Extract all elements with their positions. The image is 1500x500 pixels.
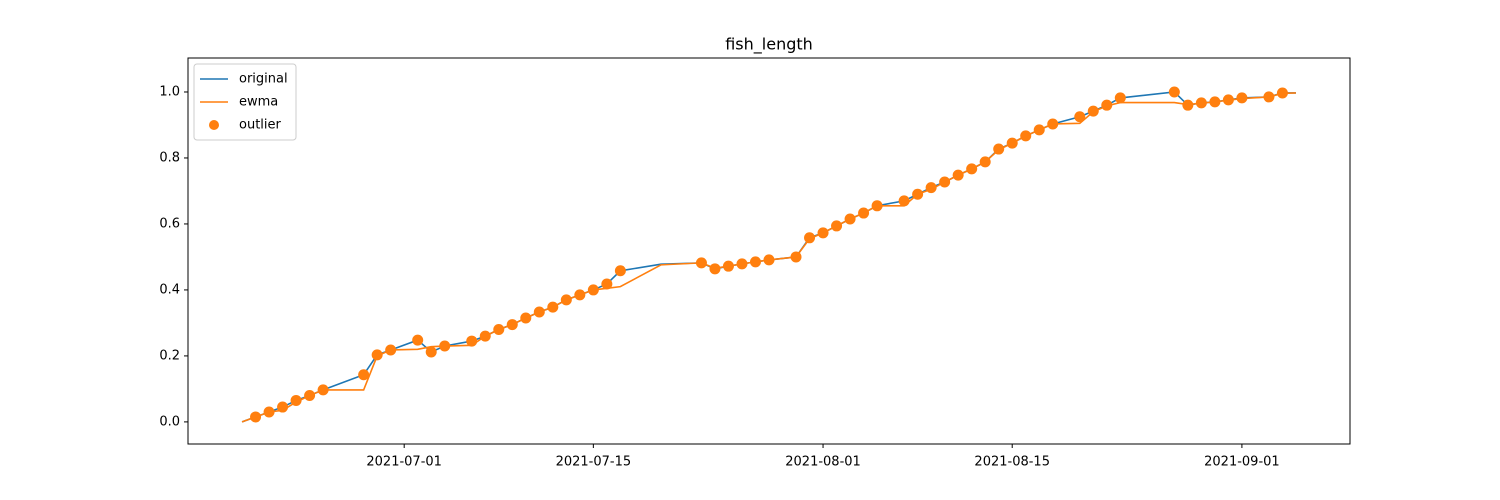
series-line: [241, 92, 1296, 423]
outlier-point: [479, 330, 491, 342]
outlier-point: [1168, 86, 1180, 98]
outlier-point: [1114, 92, 1126, 104]
outlier-point: [385, 344, 397, 356]
outlier-point: [425, 346, 437, 358]
outlier-point: [1006, 137, 1018, 149]
outlier-point: [1195, 97, 1207, 109]
outlier-point: [966, 163, 978, 175]
y-tick-label: 0.6: [159, 216, 180, 231]
y-tick-label: 1.0: [159, 84, 180, 99]
outlier-point: [358, 369, 370, 381]
outlier-point: [1209, 96, 1221, 108]
legend-label: outlier: [239, 118, 282, 133]
outlier-point: [250, 411, 262, 423]
x-tick-label: 2021-08-01: [785, 455, 861, 470]
outlier-point: [1276, 87, 1288, 99]
outlier-point: [493, 324, 505, 336]
outlier-point: [371, 349, 383, 361]
outlier-point: [317, 384, 329, 396]
y-tick-label: 0.4: [159, 282, 180, 297]
outlier-point: [1182, 99, 1194, 111]
outlier-point: [574, 289, 586, 301]
outlier-point: [1263, 91, 1275, 103]
outlier-point: [831, 220, 843, 232]
outlier-point: [533, 306, 545, 318]
x-tick-label: 2021-09-01: [1204, 455, 1280, 470]
legend-marker: [209, 120, 219, 130]
outlier-point: [979, 156, 991, 168]
outlier-point: [844, 213, 856, 225]
outlier-point: [304, 390, 316, 402]
outlier-point: [412, 334, 424, 346]
outlier-point: [709, 263, 721, 275]
outlier-point: [1047, 118, 1059, 130]
outlier-point: [277, 401, 289, 413]
legend-label: ewma: [239, 95, 278, 110]
outlier-point: [263, 406, 275, 418]
y-tick-label: 0.2: [159, 348, 180, 363]
outlier-point: [520, 312, 532, 324]
outlier-point: [547, 301, 559, 313]
outlier-point: [912, 188, 924, 200]
outlier-point: [858, 207, 870, 219]
outlier-point: [898, 195, 910, 207]
outlier-point: [722, 260, 734, 272]
x-tick-label: 2021-07-15: [556, 455, 632, 470]
outlier-point: [939, 176, 951, 188]
x-tick-label: 2021-07-01: [366, 455, 442, 470]
legend-label: original: [239, 72, 288, 87]
outlier-point: [614, 265, 626, 277]
outlier-point: [1222, 94, 1234, 106]
outlier-point: [1101, 99, 1113, 111]
outlier-point: [1087, 105, 1099, 117]
y-tick-label: 0.8: [159, 150, 180, 165]
outlier-point: [993, 143, 1005, 155]
outlier-point: [804, 232, 816, 244]
plot-frame: [187, 57, 1351, 445]
outlier-point: [601, 278, 613, 290]
outlier-point: [763, 254, 775, 266]
outlier-point: [506, 319, 518, 331]
outlier-point: [790, 251, 802, 263]
outlier-point: [952, 169, 964, 181]
outlier-point: [749, 256, 761, 268]
outlier-point: [290, 394, 302, 406]
outlier-point: [1236, 92, 1248, 104]
outlier-point: [695, 257, 707, 269]
outlier-point: [1033, 124, 1045, 136]
outlier-point: [925, 182, 937, 194]
outlier-point: [1020, 130, 1032, 142]
outlier-point: [1074, 111, 1086, 123]
outlier-point: [871, 200, 883, 212]
outlier-point: [560, 294, 572, 306]
legend-box: [193, 63, 297, 141]
x-tick-label: 2021-08-15: [974, 455, 1050, 470]
outlier-point: [587, 284, 599, 296]
outlier-point: [439, 340, 451, 352]
y-tick-label: 0.0: [159, 414, 180, 429]
outlier-point: [817, 227, 829, 239]
outlier-point: [736, 258, 748, 270]
outlier-point: [466, 335, 478, 347]
chart-title: fish_length: [725, 35, 813, 55]
